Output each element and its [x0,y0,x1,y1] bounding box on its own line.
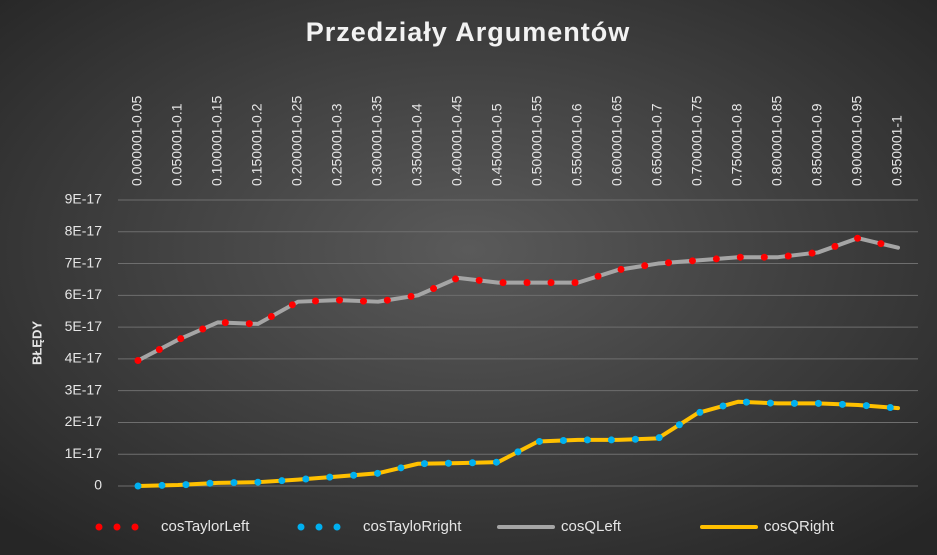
series-line [134,398,902,490]
y-tick-label: 5E-17 [65,318,103,334]
x-tick-label: 0.400001-0.45 [449,95,465,186]
x-tick-label: 0.800001-0.85 [769,95,785,186]
y-tick-label: 2E-17 [65,413,103,429]
legend-label: cosTayloRright [363,518,462,535]
x-tick-label: 0.450001-0.5 [489,103,505,186]
y-tick-label: 4E-17 [65,350,103,366]
x-tick-label: 0.500001-0.55 [529,95,545,186]
x-tick-label: 0.550001-0.6 [569,103,585,186]
x-tick-label: 0.850001-0.9 [809,103,825,186]
x-tick-label: 0.000001-0.05 [129,95,145,186]
y-tick-label: 8E-17 [65,222,103,238]
x-tick-label: 0.700001-0.75 [689,95,705,186]
x-tick-label: 0.250001-0.3 [329,103,345,186]
y-tick-label: 3E-17 [65,381,103,397]
y-tick-label: 7E-17 [65,254,103,270]
x-tick-label: 0.750001-0.8 [729,103,745,186]
x-tick-label: 0.350001-0.4 [409,103,425,186]
y-axis-label: BŁĘDY [29,321,44,365]
legend-label: cosTaylorLeft [161,518,250,535]
y-tick-label: 1E-17 [65,445,103,461]
x-tick-label: 0.950001-1 [889,115,905,186]
x-tick-label: 0.150001-0.2 [249,103,265,186]
x-tick-label: 0.300001-0.35 [369,95,385,186]
y-tick-label: 6E-17 [65,286,103,302]
legend-label: cosQLeft [561,518,622,535]
y-tick-label: 9E-17 [65,191,103,207]
y-tick-label: 0 [94,477,102,493]
x-tick-label: 0.650001-0.7 [649,103,665,186]
chart-title: Przedziały Argumentów [306,17,631,47]
series-line [136,236,900,363]
x-tick-label: 0.200001-0.25 [289,95,305,186]
x-tick-label: 0.600001-0.65 [609,95,625,186]
x-tick-label: 0.900001-0.95 [849,95,865,186]
x-tick-label: 0.050001-0.1 [169,103,185,186]
legend-label: cosQRight [764,518,835,535]
x-tick-label: 0.100001-0.15 [209,95,225,186]
